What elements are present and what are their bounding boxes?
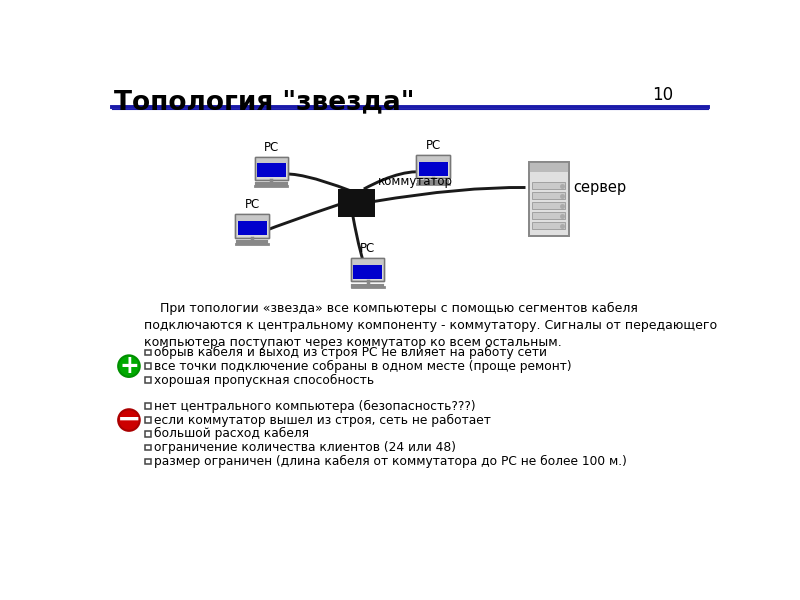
FancyBboxPatch shape	[145, 418, 150, 423]
FancyBboxPatch shape	[351, 259, 384, 281]
FancyBboxPatch shape	[238, 218, 266, 235]
FancyBboxPatch shape	[145, 377, 150, 383]
FancyBboxPatch shape	[145, 350, 150, 355]
Text: РС: РС	[264, 140, 279, 154]
Text: нет центрального компьютера (безопасность???): нет центрального компьютера (безопасност…	[154, 400, 476, 413]
FancyBboxPatch shape	[533, 192, 565, 199]
FancyBboxPatch shape	[533, 222, 565, 229]
Text: все точки подключение собраны в одном месте (проще ремонт): все точки подключение собраны в одном ме…	[154, 359, 572, 373]
Text: большой расход кабеля: большой расход кабеля	[154, 427, 310, 440]
FancyBboxPatch shape	[529, 163, 569, 236]
Text: 10: 10	[653, 86, 674, 104]
Text: обрыв кабеля и выход из строя РС не влияет на работу сети: обрыв кабеля и выход из строя РС не влия…	[154, 346, 547, 359]
FancyBboxPatch shape	[145, 431, 150, 437]
FancyBboxPatch shape	[235, 214, 269, 221]
FancyBboxPatch shape	[235, 214, 269, 238]
Text: −: −	[117, 406, 141, 434]
Text: Топология "звезда": Топология "звезда"	[114, 89, 414, 115]
Text: сервер: сервер	[574, 180, 626, 195]
Text: РС: РС	[360, 242, 375, 255]
Text: коммутатор: коммутатор	[378, 175, 453, 187]
FancyBboxPatch shape	[533, 202, 565, 209]
Circle shape	[118, 355, 140, 377]
FancyBboxPatch shape	[418, 160, 447, 176]
Text: если коммутатор вышел из строя, сеть не работает: если коммутатор вышел из строя, сеть не …	[154, 413, 491, 427]
Text: При топологии «звезда» все компьютеры с помощью сегментов кабеля
подключаются к : При топологии «звезда» все компьютеры с …	[144, 301, 718, 349]
FancyBboxPatch shape	[145, 403, 150, 409]
FancyBboxPatch shape	[533, 212, 565, 220]
FancyBboxPatch shape	[145, 459, 150, 464]
FancyBboxPatch shape	[416, 155, 450, 161]
FancyBboxPatch shape	[529, 163, 569, 172]
FancyBboxPatch shape	[351, 259, 384, 265]
FancyBboxPatch shape	[257, 161, 286, 178]
FancyBboxPatch shape	[354, 262, 382, 279]
FancyBboxPatch shape	[145, 364, 150, 369]
Text: РС: РС	[426, 139, 441, 152]
Text: размер ограничен (длина кабеля от коммутатора до РС не более 100 м.): размер ограничен (длина кабеля от коммут…	[154, 455, 627, 468]
FancyBboxPatch shape	[145, 445, 150, 451]
FancyBboxPatch shape	[254, 157, 288, 180]
Circle shape	[118, 409, 140, 431]
Text: +: +	[119, 354, 139, 378]
FancyBboxPatch shape	[533, 182, 565, 190]
FancyBboxPatch shape	[416, 155, 450, 178]
Text: РС: РС	[245, 199, 260, 211]
FancyBboxPatch shape	[338, 189, 374, 217]
FancyBboxPatch shape	[254, 157, 288, 163]
Text: хорошая пропускная способность: хорошая пропускная способность	[154, 373, 374, 386]
Text: ограничение количества клиентов (24 или 48): ограничение количества клиентов (24 или …	[154, 441, 456, 454]
